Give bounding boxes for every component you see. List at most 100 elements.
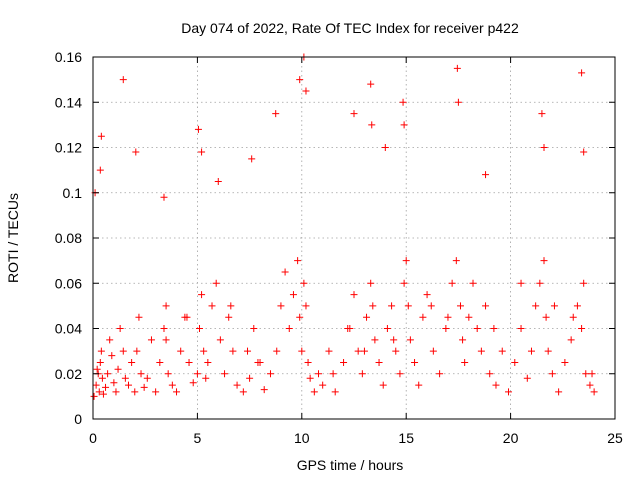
data-point bbox=[221, 370, 229, 378]
data-point bbox=[360, 347, 368, 355]
data-point bbox=[367, 80, 375, 88]
data-point bbox=[208, 302, 216, 310]
data-point bbox=[135, 313, 143, 321]
data-point bbox=[277, 302, 285, 310]
data-point bbox=[90, 392, 98, 400]
data-point bbox=[225, 313, 233, 321]
data-point bbox=[383, 325, 391, 332]
data-point bbox=[216, 336, 224, 344]
data-point bbox=[108, 352, 116, 360]
data-point bbox=[444, 313, 452, 321]
data-point bbox=[114, 365, 122, 373]
data-point bbox=[532, 302, 540, 310]
data-point bbox=[156, 358, 164, 366]
data-point bbox=[555, 388, 563, 396]
data-point bbox=[419, 313, 427, 321]
data-point bbox=[124, 381, 132, 389]
data-point bbox=[580, 148, 588, 156]
data-point bbox=[131, 388, 139, 396]
data-point bbox=[162, 336, 170, 344]
data-point bbox=[482, 171, 490, 179]
data-point bbox=[106, 336, 114, 344]
data-point bbox=[92, 381, 100, 389]
y-tick-label: 0.02 bbox=[55, 366, 82, 382]
data-point bbox=[250, 325, 258, 332]
data-point bbox=[586, 381, 594, 389]
data-point bbox=[561, 358, 569, 366]
data-point bbox=[112, 388, 120, 396]
data-point bbox=[456, 302, 464, 310]
data-point bbox=[461, 358, 469, 366]
data-point bbox=[304, 358, 312, 366]
data-point bbox=[429, 347, 437, 355]
data-point bbox=[93, 365, 101, 373]
data-point bbox=[542, 313, 550, 321]
data-point bbox=[133, 347, 141, 355]
data-point bbox=[379, 381, 387, 389]
chart-title: Day 074 of 2022, Rate Of TEC Index for r… bbox=[181, 20, 519, 36]
data-point bbox=[590, 388, 598, 396]
data-point bbox=[390, 336, 398, 344]
y-tick-label: 0.1 bbox=[63, 185, 83, 201]
data-point bbox=[400, 279, 408, 287]
y-tick-label: 0.04 bbox=[55, 321, 82, 337]
data-point bbox=[399, 98, 407, 106]
data-point bbox=[294, 257, 302, 265]
data-point bbox=[310, 388, 318, 396]
data-point bbox=[315, 370, 323, 378]
data-point bbox=[195, 325, 203, 332]
data-point bbox=[140, 383, 148, 391]
data-point bbox=[369, 302, 377, 310]
data-point bbox=[95, 388, 103, 396]
data-point bbox=[198, 148, 206, 156]
data-point bbox=[550, 302, 558, 310]
data-point bbox=[340, 358, 348, 366]
data-point bbox=[173, 388, 181, 396]
data-point bbox=[354, 347, 362, 355]
y-axis-label: ROTI / TECUs bbox=[5, 193, 21, 283]
data-point bbox=[204, 358, 212, 366]
x-tick-label: 15 bbox=[398, 430, 414, 446]
data-point bbox=[523, 374, 531, 382]
data-point bbox=[452, 257, 460, 265]
data-point bbox=[302, 87, 310, 95]
data-point bbox=[194, 125, 202, 133]
x-tick-label: 5 bbox=[194, 430, 202, 446]
y-axis-ticks: 0 0.02 0.04 0.06 0.08 0.1 0.12 0.14 0.16 bbox=[55, 49, 615, 427]
data-point bbox=[227, 302, 235, 310]
data-point bbox=[119, 347, 127, 355]
data-point bbox=[358, 370, 366, 378]
data-point bbox=[548, 370, 556, 378]
data-point bbox=[375, 358, 383, 366]
data-point bbox=[96, 166, 104, 174]
data-point bbox=[469, 279, 477, 287]
data-point bbox=[492, 381, 500, 389]
grid-lines bbox=[93, 57, 615, 419]
data-point bbox=[147, 336, 155, 344]
data-point bbox=[400, 121, 408, 129]
data-point bbox=[517, 325, 525, 332]
data-point bbox=[306, 374, 314, 382]
data-point bbox=[527, 347, 535, 355]
data-point bbox=[331, 388, 339, 396]
data-point bbox=[200, 347, 208, 355]
data-point bbox=[517, 279, 525, 287]
data-point bbox=[110, 379, 118, 387]
data-point bbox=[132, 148, 140, 156]
data-point bbox=[350, 291, 358, 299]
data-point bbox=[256, 358, 264, 366]
y-tick-label: 0 bbox=[74, 411, 82, 427]
data-point bbox=[344, 325, 352, 332]
data-point bbox=[540, 257, 548, 265]
data-point bbox=[160, 325, 168, 332]
data-point bbox=[482, 302, 490, 310]
x-axis-ticks: 0 5 10 15 20 25 bbox=[89, 57, 623, 446]
data-point bbox=[239, 388, 247, 396]
data-point bbox=[402, 257, 410, 265]
data-point bbox=[536, 279, 544, 287]
data-point bbox=[128, 358, 136, 366]
data-point bbox=[436, 370, 444, 378]
data-point bbox=[246, 374, 254, 382]
x-tick-label: 25 bbox=[607, 430, 623, 446]
